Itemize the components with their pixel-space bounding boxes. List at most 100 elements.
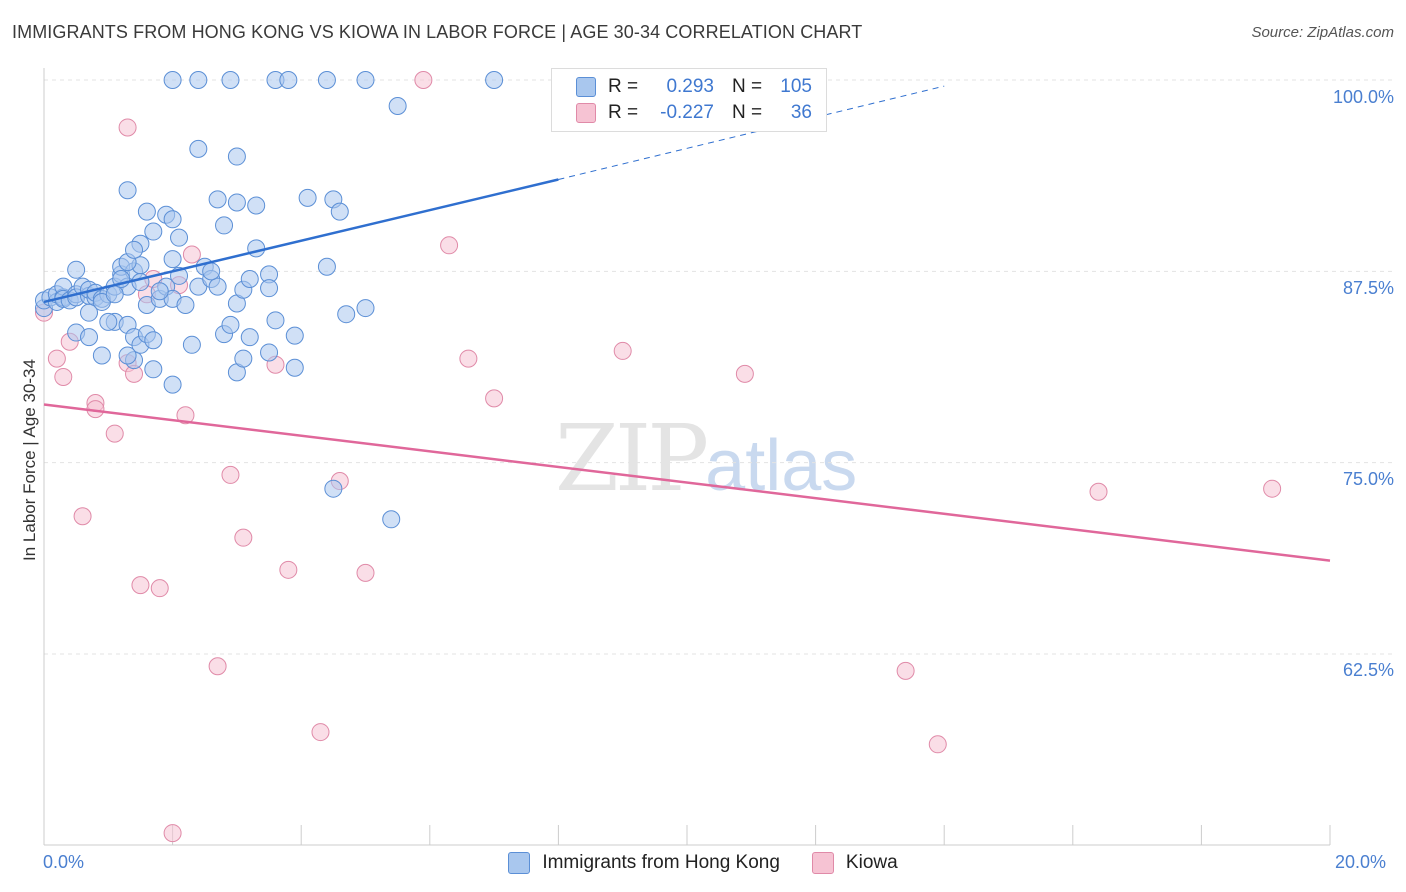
series-legend-kiowa: Kiowa: [811, 852, 898, 874]
kiowa-point: [163, 824, 182, 843]
legend-r-value: -0.227: [660, 102, 714, 123]
gridlines: [44, 79, 1395, 655]
stats-legend: R = 0.293 N = 105 R = -0.227 N = 36: [551, 68, 827, 132]
source-label: Source: ZipAtlas.com: [1251, 24, 1394, 41]
watermark: ZIPatlas: [555, 405, 857, 512]
hong-kong-point: [221, 71, 240, 89]
legend-r-label: R =: [608, 102, 639, 123]
hong-kong-point: [189, 71, 208, 89]
kiowa-point: [118, 118, 137, 137]
hong-kong-point: [105, 285, 124, 304]
hong-kong-point: [227, 193, 246, 212]
kiowa-point: [1089, 482, 1108, 501]
kiowa-point: [459, 349, 478, 368]
kiowa-point: [54, 367, 73, 386]
kiowa-point: [1263, 479, 1282, 498]
hong-kong-point: [163, 210, 182, 229]
x-tick-20: 20.0%: [1335, 852, 1387, 872]
hong-kong-point: [260, 279, 279, 298]
hong-kong-point: [279, 71, 298, 89]
series-legend-hong-kong: Immigrants from Hong Kong: [508, 852, 780, 874]
hong-kong-point: [182, 335, 201, 354]
kiowa-point: [176, 406, 195, 425]
legend-n-label: N =: [732, 102, 763, 123]
hong-kong-point: [215, 216, 234, 235]
hong-kong-point: [163, 71, 182, 89]
kiowa-point: [311, 723, 330, 742]
series-label-hong-kong: Immigrants from Hong Kong: [542, 852, 780, 873]
watermark-atlas: atlas: [705, 426, 858, 506]
legend-row-kiowa: R = -0.227 N = 36: [576, 101, 812, 125]
kiowa-point: [279, 560, 298, 579]
watermark-zip: ZIP: [555, 405, 709, 512]
legend-swatch-pink: [576, 103, 596, 123]
kiowa-point: [414, 71, 433, 89]
kiowa-point: [105, 424, 124, 443]
kiowa-point: [356, 563, 375, 582]
hong-kong-point: [176, 296, 195, 315]
hong-kong-point: [247, 239, 266, 258]
hong-kong-point: [163, 250, 182, 269]
hong-kong-point: [92, 346, 111, 365]
hong-kong-point: [337, 305, 356, 324]
hong-kong-point: [80, 328, 99, 347]
hong-kong-point: [240, 269, 259, 288]
hong-kong-points: [35, 71, 504, 529]
chart-title: IMMIGRANTS FROM HONG KONG VS KIOWA IN LA…: [12, 22, 863, 42]
kiowa-point: [73, 507, 92, 526]
y-tick-62-5: 62.5%: [1342, 660, 1394, 680]
hong-kong-point: [80, 303, 99, 322]
series-swatch-blue: [508, 852, 531, 874]
hong-kong-trend-line: [43, 178, 559, 304]
hong-kong-point: [227, 147, 246, 166]
kiowa-trend-line: [43, 403, 1331, 562]
hong-kong-trend-extension: [558, 85, 945, 180]
kiowa-point: [182, 245, 201, 264]
hong-kong-point: [118, 346, 137, 365]
hong-kong-point: [67, 260, 86, 279]
y-tick-75: 75.0%: [1342, 469, 1394, 489]
hong-kong-point: [285, 358, 304, 377]
hong-kong-point: [260, 343, 279, 362]
hong-kong-point: [266, 311, 285, 330]
hong-kong-point: [144, 331, 163, 350]
kiowa-point: [208, 657, 227, 676]
series-label-kiowa: Kiowa: [845, 852, 898, 873]
legend-r-value: 0.293: [666, 76, 714, 97]
series-legend: Immigrants from Hong Kong Kiowa: [0, 852, 1406, 874]
kiowa-point: [131, 576, 150, 595]
hong-kong-point: [118, 181, 137, 200]
hong-kong-point: [298, 188, 317, 207]
kiowa-point: [47, 349, 66, 368]
hong-kong-point: [382, 510, 401, 529]
hong-kong-point: [317, 71, 336, 89]
hong-kong-point: [189, 139, 208, 158]
legend-row-hong-kong: R = 0.293 N = 105: [576, 75, 812, 99]
kiowa-point: [221, 465, 240, 484]
hong-kong-point: [285, 326, 304, 345]
axes: [43, 68, 1331, 846]
hong-kong-point: [208, 277, 227, 296]
hong-kong-point: [317, 257, 336, 276]
hong-kong-point: [163, 375, 182, 394]
hong-kong-point: [356, 71, 375, 89]
kiowa-point: [613, 341, 632, 360]
hong-kong-point: [202, 262, 221, 281]
hong-kong-point: [485, 71, 504, 89]
legend-n-value: 105: [780, 76, 812, 97]
kiowa-point: [234, 528, 253, 547]
kiowa-point: [896, 661, 915, 680]
hong-kong-point: [125, 240, 144, 259]
hong-kong-point: [330, 202, 349, 221]
series-swatch-pink: [811, 852, 834, 874]
hong-kong-point: [356, 299, 375, 318]
hong-kong-point: [144, 360, 163, 379]
legend-n-value: 36: [790, 102, 812, 123]
y-tick-100: 100.0%: [1332, 87, 1394, 107]
hong-kong-point: [131, 273, 150, 292]
hong-kong-point: [170, 228, 189, 247]
legend-n-label: N =: [732, 76, 763, 97]
hong-kong-point: [99, 312, 118, 331]
kiowa-point: [485, 389, 504, 408]
